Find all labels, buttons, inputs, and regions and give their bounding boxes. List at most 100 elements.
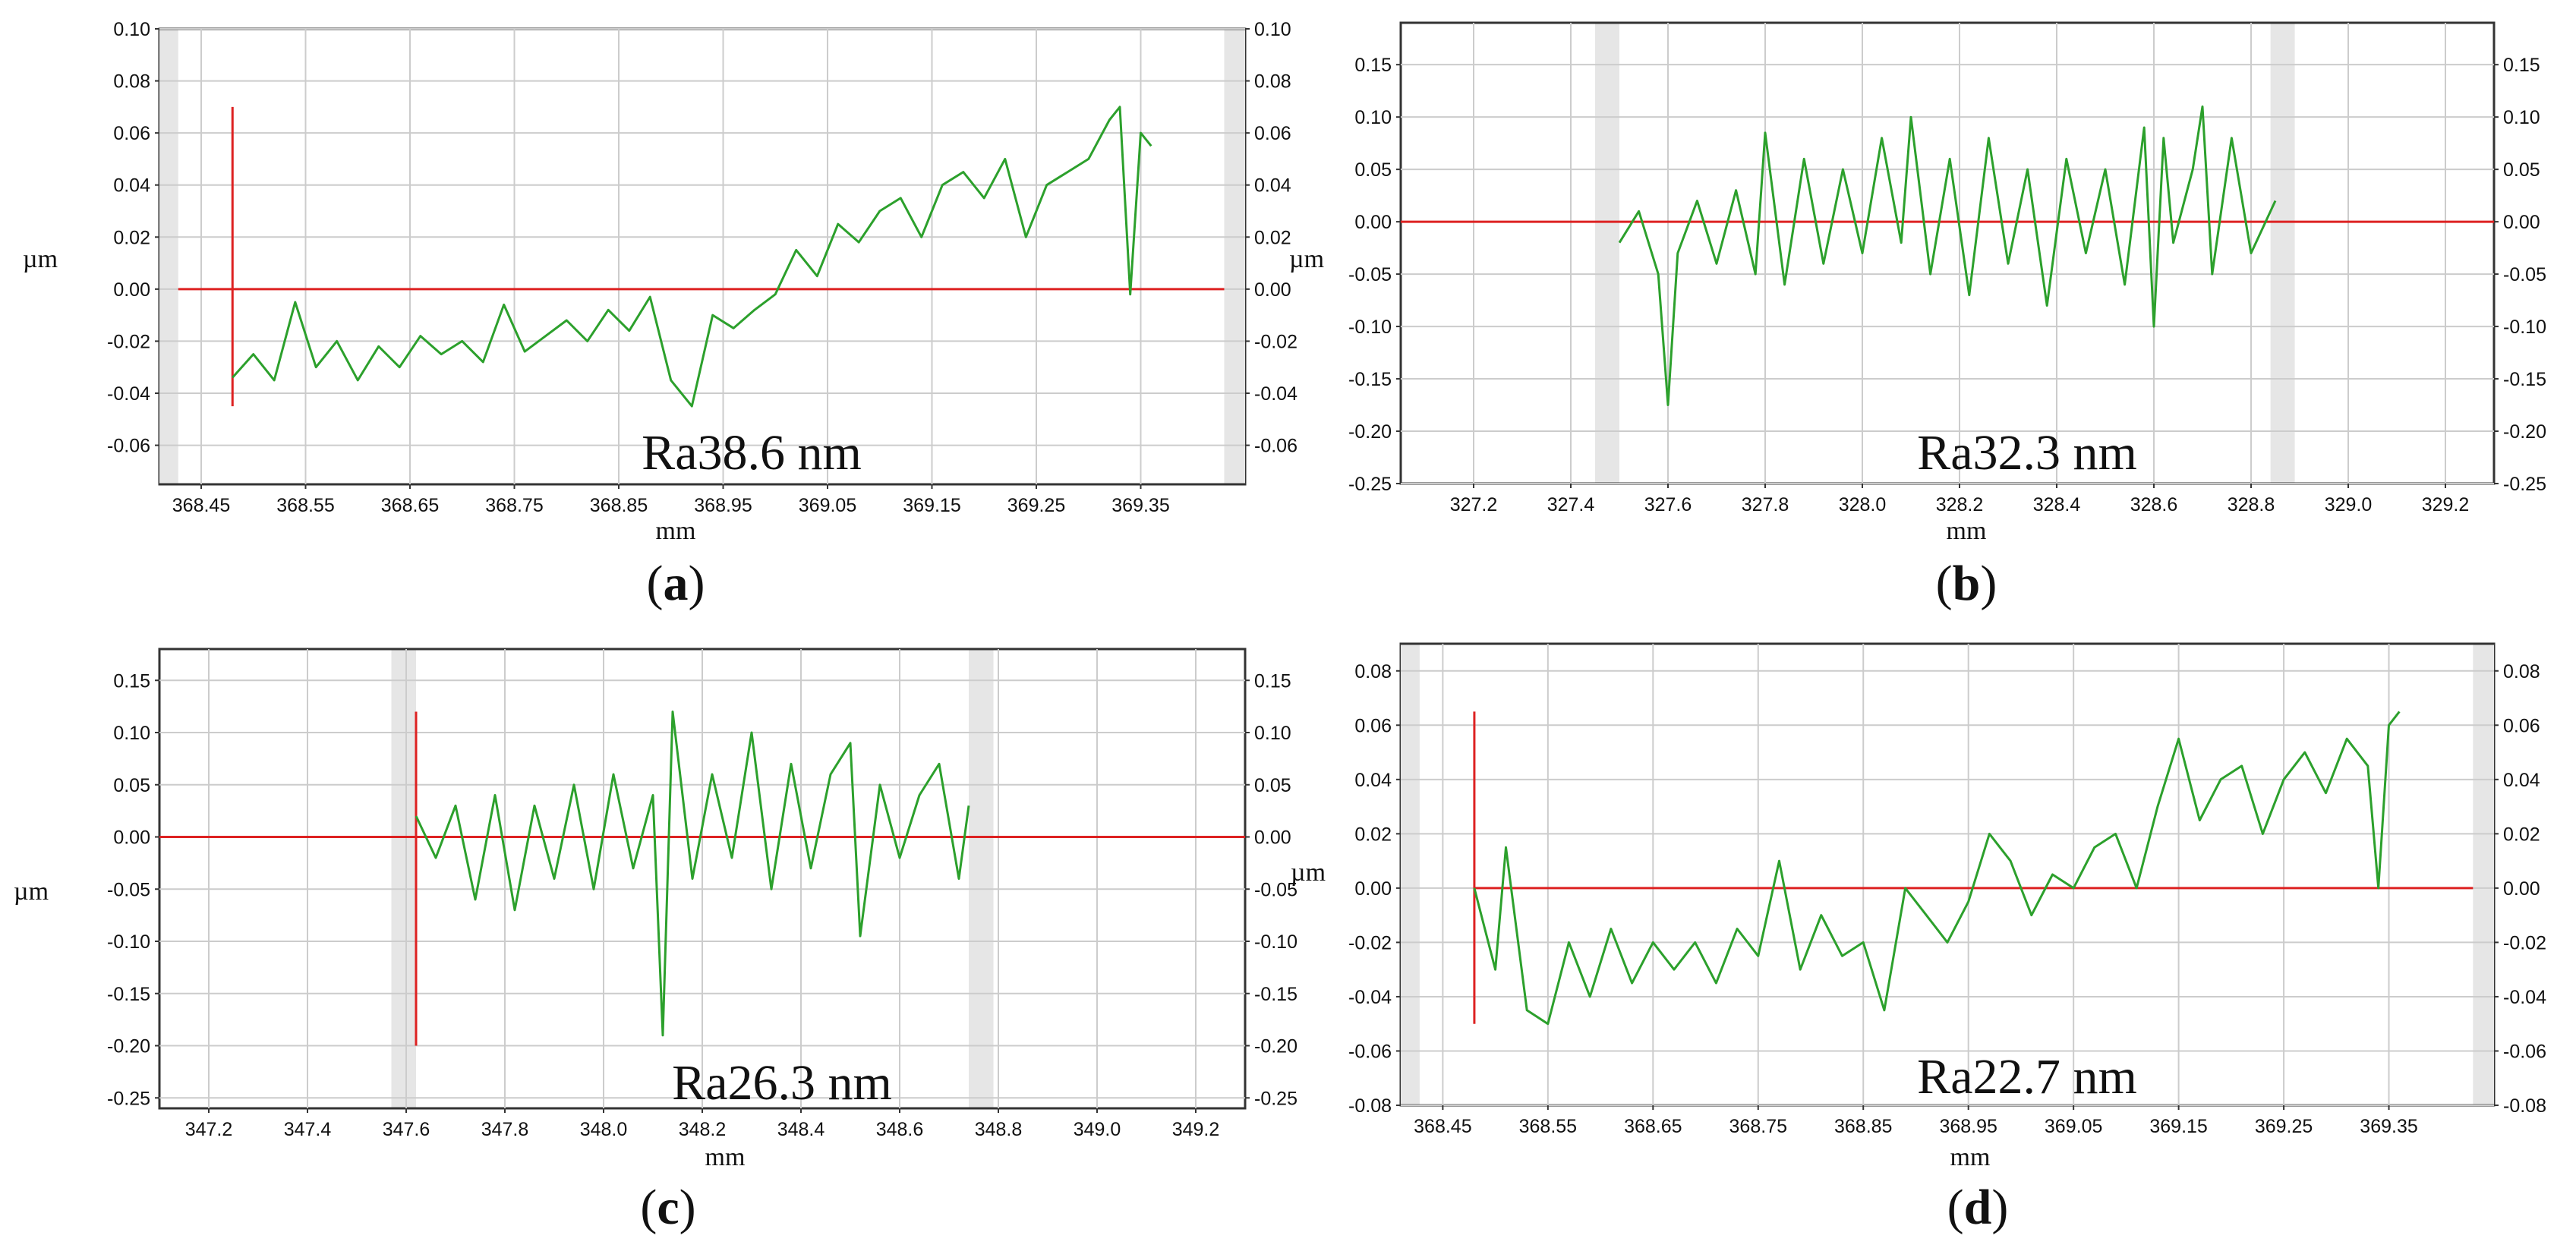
- panel-b-left-tick-label-0: 0.15: [1354, 55, 1392, 76]
- panel-c-left-tick-label-4: -0.05: [107, 879, 150, 900]
- panel-c-left-tick-label-7: -0.20: [107, 1036, 150, 1057]
- panel-b-right-tick-label-5: -0.10: [2503, 317, 2546, 338]
- panel-b-x-tick-label-10: 329.2: [2422, 494, 2470, 515]
- panel-d-ylabel: µm: [1291, 859, 1326, 887]
- panel-d-series: [1473, 711, 2401, 1026]
- panel-a-gray-bands: [159, 30, 1245, 484]
- panel-a-gray-band-0: [159, 30, 178, 484]
- panel-d-x-tick-label-4: 368.85: [1834, 1116, 1892, 1137]
- panel-b-grid: [1401, 23, 2494, 484]
- panel-b-x-tick-label-4: 328.0: [1839, 494, 1887, 515]
- panel-b-left-tick-label-7: -0.20: [1348, 421, 1392, 443]
- panel-d-left-tick-labels: 0.08 0.06 0.04 0.02 0.00 -0.02 -0.04 -0.06 -0.08: [1348, 661, 1401, 1117]
- panel-d-right-tick-label-1: 0.06: [2503, 715, 2540, 736]
- panel-a-x-tick-label-0: 368.45: [172, 495, 230, 516]
- panel-c-right-tick-label-4: -0.05: [1254, 879, 1297, 900]
- panel-d-x-tick-labels: 368.45 368.55 368.65 368.75 368.85 368.95 369.…: [1414, 1105, 2418, 1137]
- panel-d-xlabel: mm: [1950, 1143, 1991, 1171]
- panel-b-gray-band-0: [1595, 24, 1619, 483]
- panel-b-left-tick-label-5: -0.10: [1348, 317, 1392, 338]
- panel-b-x-tick-label-0: 327.2: [1450, 494, 1498, 515]
- panel-d-right-tick-labels: 0.08 0.06 0.04 0.02 0.00 -0.02 -0.04 -0.06 -0.08: [2494, 661, 2546, 1117]
- panel-a-caption-letter: a: [664, 556, 689, 611]
- panel-d-right-tick-label-0: 0.08: [2503, 661, 2540, 682]
- panel-b-x-tick-label-5: 328.2: [1936, 494, 1984, 515]
- panel-b-gray-bands: [1595, 24, 2295, 483]
- panel-c-left-tick-label-3: 0.00: [113, 827, 150, 849]
- panel-b-left-tick-label-3: 0.00: [1354, 212, 1392, 233]
- panel-a-right-tick-label-8: -0.06: [1254, 436, 1297, 457]
- panel-b-frame: [1399, 21, 2496, 485]
- panel-d-right-tick-label-7: -0.06: [2503, 1041, 2546, 1062]
- panel-c-caption: (c): [640, 1180, 695, 1235]
- panel-a-left-tick-label-8: -0.06: [107, 436, 150, 457]
- panel-a-x-tick-label-3: 368.75: [485, 495, 543, 516]
- panel-a-left-tick-label-2: 0.06: [113, 123, 150, 144]
- panel-c-gray-band-1: [969, 650, 994, 1108]
- panel-c-left-tick-label-6: -0.15: [107, 984, 150, 1005]
- panel-c-x-tick-label-10: 349.2: [1172, 1119, 1220, 1140]
- panel-d-x-tick-label-5: 368.95: [1939, 1116, 1997, 1137]
- panel-d-left-tick-label-2: 0.04: [1354, 770, 1392, 791]
- panel-c-left-tick-label-0: 0.15: [113, 670, 150, 692]
- panel-b-annotation: Ra32.3 nm: [1917, 425, 2137, 481]
- panel-b-right-tick-label-3: 0.00: [2503, 212, 2540, 233]
- panel-c: 0.15 0.10 0.05 0.00 -0.05 -0.10 -0.15 -0.20 -0.2…: [14, 648, 1297, 1235]
- panel-c-x-tick-label-6: 348.4: [777, 1119, 825, 1140]
- panel-a-xlabel: mm: [656, 517, 696, 545]
- panel-a-annotation: Ra38.6 nm: [642, 425, 862, 481]
- panel-a-right-tick-label-7: -0.04: [1254, 383, 1297, 405]
- panel-c-right-tick-labels: 0.15 0.10 0.05 0.00 -0.05 -0.10 -0.15 -0.20 -0.2…: [1245, 670, 1297, 1109]
- panel-d-left-tick-label-4: 0.00: [1354, 878, 1392, 900]
- panel-b-x-tick-labels: 327.2 327.4 327.6 327.8 328.0 328.2 328.4 328.6…: [1450, 484, 2470, 515]
- panel-c-x-tick-label-3: 347.8: [481, 1119, 529, 1140]
- panel-c-right-tick-label-5: -0.10: [1254, 931, 1297, 953]
- panel-d-x-tick-label-2: 368.65: [1624, 1116, 1682, 1137]
- panel-d-caption: (d): [1947, 1180, 2009, 1235]
- panel-c-x-tick-label-0: 347.2: [185, 1119, 233, 1140]
- panel-a-x-tick-label-6: 369.05: [799, 495, 856, 516]
- panel-a-left-tick-label-0: 0.10: [113, 19, 150, 40]
- panel-c-ylabel: µm: [14, 878, 49, 906]
- panel-b-right-tick-label-2: 0.05: [2503, 159, 2540, 181]
- panel-d-right-tick-label-8: -0.08: [2503, 1095, 2546, 1117]
- panel-c-right-tick-label-7: -0.20: [1254, 1036, 1297, 1057]
- panel-d-right-tick-label-3: 0.02: [2503, 824, 2540, 845]
- panel-b-x-tick-label-2: 327.6: [1644, 494, 1692, 515]
- panel-b-xlabel: mm: [1947, 517, 1987, 545]
- panel-d-x-tick-label-0: 368.45: [1414, 1116, 1471, 1137]
- panel-a-x-tick-label-2: 368.65: [381, 495, 439, 516]
- panel-c-x-tick-label-5: 348.2: [679, 1119, 727, 1140]
- panel-d-left-tick-label-7: -0.06: [1348, 1041, 1392, 1062]
- panel-b-right-tick-label-8: -0.25: [2503, 474, 2546, 495]
- panel-b-right-tick-label-7: -0.20: [2503, 421, 2546, 443]
- panel-a-right-tick-labels: 0.10 0.08 0.06 0.04 0.02 0.00 -0.02 -0.04 -0.06: [1245, 19, 1297, 457]
- panel-d-left-tick-label-1: 0.06: [1354, 715, 1392, 736]
- panel-c-x-tick-label-9: 349.0: [1074, 1119, 1121, 1140]
- panel-a-x-tick-label-7: 369.15: [903, 495, 960, 516]
- panel-c-right-tick-label-1: 0.10: [1254, 723, 1291, 744]
- panel-b-left-tick-label-1: 0.10: [1354, 107, 1392, 128]
- panel-c-gray-bands: [391, 650, 994, 1108]
- panel-b-right-tick-label-6: -0.15: [2503, 369, 2546, 390]
- panel-d-frame: [1399, 642, 2496, 1107]
- panel-c-caption-letter: c: [657, 1180, 679, 1235]
- panel-a: 0.100.080.060.040.020.00-0.02-0.04-0.06 …: [23, 19, 1297, 611]
- panel-a-left-tick-label-1: 0.08: [113, 71, 150, 93]
- panel-c-x-tick-label-7: 348.6: [876, 1119, 924, 1140]
- panel-d-x-tick-label-9: 369.35: [2360, 1116, 2417, 1137]
- panel-b-series-line-0: [1618, 105, 2277, 406]
- panel-c-xlabel: mm: [705, 1143, 746, 1171]
- panel-b-x-tick-label-6: 328.4: [2033, 494, 2081, 515]
- panel-c-left-tick-labels: 0.15 0.10 0.05 0.00 -0.05 -0.10 -0.15 -0.20 -0.2…: [107, 670, 159, 1109]
- panel-d-left-tick-label-5: -0.02: [1348, 932, 1392, 953]
- panel-b-x-tick-label-8: 328.8: [2228, 494, 2275, 515]
- panel-a-ylabel: µm: [23, 245, 58, 273]
- panel-d-annotation: Ra22.7 nm: [1917, 1049, 2137, 1105]
- panel-a-right-tick-label-4: 0.02: [1254, 227, 1291, 248]
- panel-c-red-lines: [159, 711, 1245, 1046]
- panel-b-right-tick-label-4: -0.05: [2503, 264, 2546, 285]
- panel-b-caption-letter: b: [1953, 556, 1981, 611]
- panel-d-caption-letter: d: [1964, 1180, 1992, 1235]
